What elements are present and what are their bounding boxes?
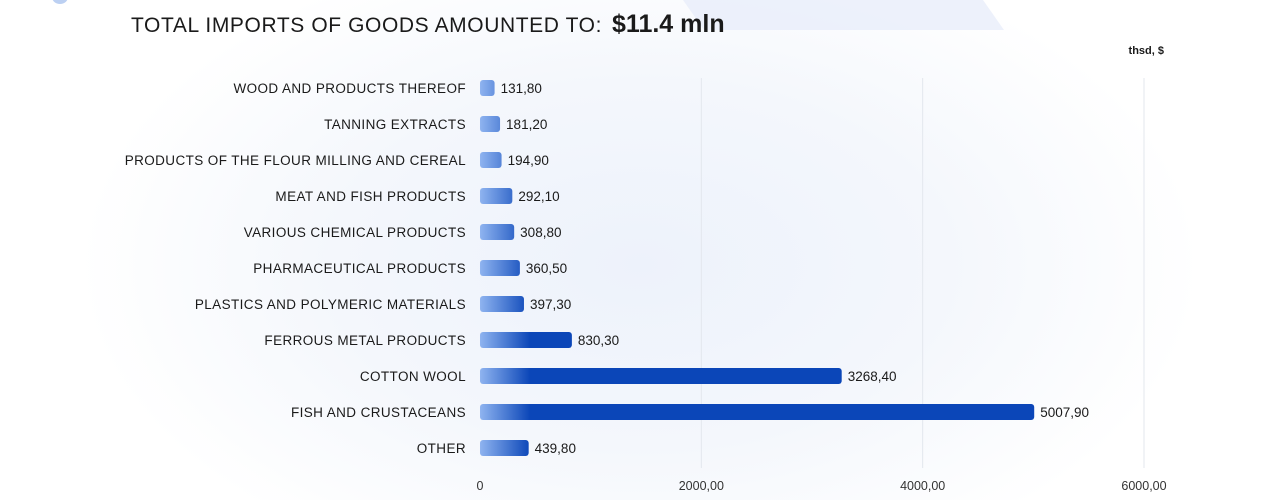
value-label: 360,50 [526, 261, 567, 276]
value-label: 5007,90 [1040, 405, 1089, 420]
corner-logo-fragment [52, 0, 68, 4]
category-label: PHARMACEUTICAL PRODUCTS [253, 261, 466, 276]
category-label: COTTON WOOL [360, 369, 466, 384]
bar [480, 188, 513, 204]
category-labels: WOOD AND PRODUCTS THEREOF TANNING EXTRACT… [125, 81, 466, 456]
value-label: 3268,40 [848, 369, 897, 384]
value-label: 181,20 [506, 117, 547, 132]
category-label: WOOD AND PRODUCTS THEREOF [233, 81, 466, 96]
bar [480, 440, 529, 456]
value-label: 292,10 [518, 189, 559, 204]
x-axis-ticks: 0 2000,00 4000,00 6000,00 [477, 479, 1167, 493]
value-labels: 131,80 181,20 194,90 292,10 308,80 360,50 397,… [501, 81, 1089, 456]
bar [480, 332, 572, 348]
category-label: PLASTICS AND POLYMERIC MATERIALS [195, 297, 466, 312]
bar [480, 116, 501, 132]
bars [480, 80, 1035, 456]
unit-label: thsd, $ [1128, 45, 1164, 57]
bar [480, 296, 524, 312]
category-label: OTHER [417, 441, 466, 456]
category-label: TANNING EXTRACTS [324, 117, 466, 132]
bar [480, 404, 1035, 420]
category-label: PRODUCTS OF THE FLOUR MILLING AND CEREAL [125, 153, 466, 168]
x-tick-label: 4000,00 [900, 479, 945, 493]
value-label: 439,80 [535, 441, 576, 456]
category-label: VARIOUS CHEMICAL PRODUCTS [244, 225, 466, 240]
bar [480, 80, 495, 96]
value-label: 397,30 [530, 297, 571, 312]
bar [480, 224, 515, 240]
x-tick-label: 0 [477, 479, 484, 493]
value-label: 131,80 [501, 81, 542, 96]
bar [480, 152, 502, 168]
x-tick-label: 2000,00 [679, 479, 724, 493]
bar [480, 368, 842, 384]
category-label: MEAT AND FISH PRODUCTS [275, 189, 466, 204]
category-label: FISH AND CRUSTACEANS [291, 405, 466, 420]
chart-title-total: $11.4 mln [612, 10, 725, 38]
category-label: FERROUS METAL PRODUCTS [264, 333, 466, 348]
value-label: 194,90 [508, 153, 549, 168]
bar [480, 260, 520, 276]
value-label: 308,80 [520, 225, 561, 240]
chart-title: TOTAL IMPORTS OF GOODS AMOUNTED TO: $11.… [131, 10, 725, 42]
x-tick-label: 6000,00 [1121, 479, 1166, 493]
grid-lines [700, 78, 1145, 468]
value-label: 830,30 [578, 333, 619, 348]
chart-title-text: TOTAL IMPORTS OF GOODS AMOUNTED TO: [131, 14, 603, 37]
